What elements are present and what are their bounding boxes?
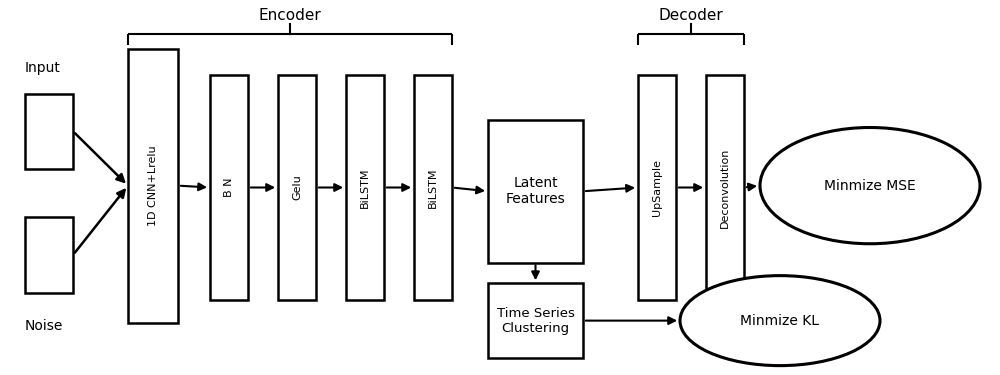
Text: Minmize MSE: Minmize MSE — [824, 178, 916, 193]
FancyBboxPatch shape — [414, 75, 452, 300]
Text: Minmize KL: Minmize KL — [740, 314, 820, 328]
Text: Time Series
Clustering: Time Series Clustering — [497, 307, 574, 334]
Text: UpSample: UpSample — [652, 159, 662, 216]
Text: Deconvolution: Deconvolution — [720, 147, 730, 228]
Text: BiLSTM: BiLSTM — [428, 167, 438, 208]
FancyBboxPatch shape — [706, 75, 744, 300]
Text: BiLSTM: BiLSTM — [360, 167, 370, 208]
Text: Decoder: Decoder — [659, 8, 723, 22]
Ellipse shape — [760, 128, 980, 244]
FancyBboxPatch shape — [488, 120, 583, 262]
FancyBboxPatch shape — [25, 94, 73, 169]
Text: Input: Input — [25, 61, 61, 75]
Text: Latent
Features: Latent Features — [506, 176, 565, 206]
Text: Encoder: Encoder — [259, 8, 321, 22]
Text: Noise: Noise — [25, 319, 63, 333]
Text: B N: B N — [224, 178, 234, 197]
FancyBboxPatch shape — [128, 49, 178, 322]
FancyBboxPatch shape — [278, 75, 316, 300]
Text: 1D CNN+Lrelu: 1D CNN+Lrelu — [148, 146, 158, 226]
Text: Gelu: Gelu — [292, 175, 302, 200]
FancyBboxPatch shape — [488, 283, 583, 358]
FancyBboxPatch shape — [638, 75, 676, 300]
FancyBboxPatch shape — [210, 75, 248, 300]
FancyBboxPatch shape — [346, 75, 384, 300]
Ellipse shape — [680, 276, 880, 366]
FancyBboxPatch shape — [25, 217, 73, 292]
